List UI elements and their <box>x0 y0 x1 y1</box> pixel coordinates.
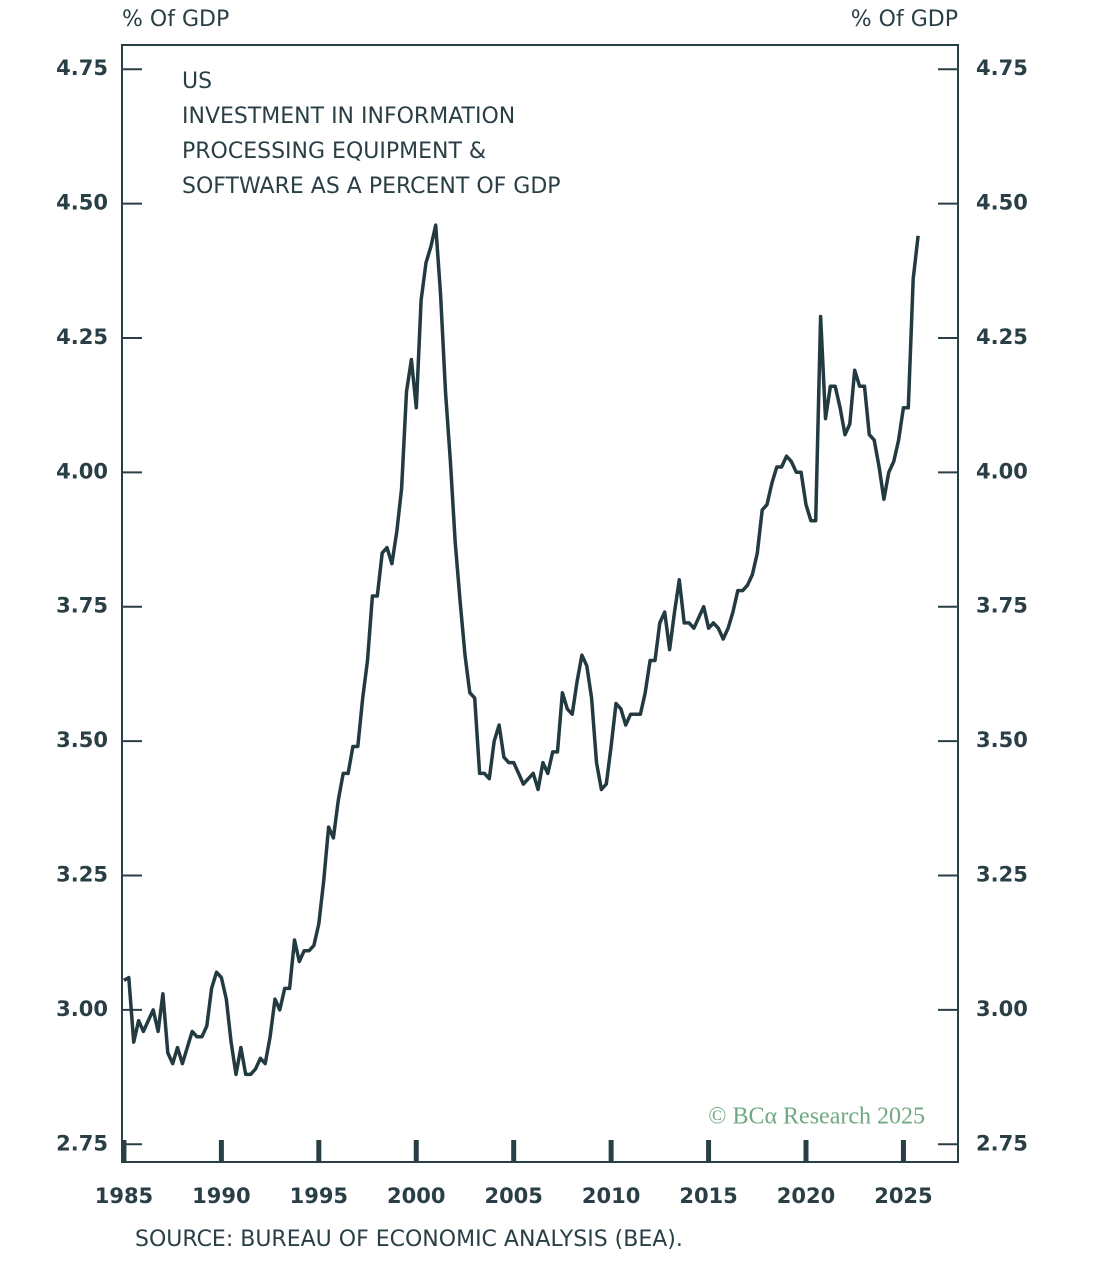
x-tick-label: 2000 <box>387 1184 445 1208</box>
x-tick-label: 2015 <box>679 1184 737 1208</box>
source: SOURCE: BUREAU OF ECONOMIC ANALYSIS (BEA… <box>135 1227 683 1252</box>
y2-tick-label: 3.75 <box>976 594 1028 618</box>
x-tick-label: 2005 <box>484 1184 542 1208</box>
y-tick-label: 4.25 <box>56 325 108 349</box>
chart-title: SOFTWARE AS A PERCENT OF GDP <box>182 174 561 199</box>
y-tick-label: 4.75 <box>56 56 108 80</box>
y-tick-label: 3.50 <box>56 728 108 752</box>
chart-title: US <box>182 69 212 94</box>
y-tick-label: 2.75 <box>56 1131 108 1155</box>
y-axis-label: % Of GDP <box>122 7 229 32</box>
y2-axis-label: % Of GDP <box>851 7 958 32</box>
y-tick-label: 4.00 <box>56 459 108 483</box>
data-line <box>123 223 920 1077</box>
x-tick-label: 2020 <box>777 1184 835 1208</box>
y-tick-label: 3.25 <box>56 862 108 886</box>
y2-tick-label: 4.00 <box>976 459 1028 483</box>
y2-tick-label: 3.25 <box>976 862 1028 886</box>
y2-tick-label: 4.75 <box>976 56 1028 80</box>
x-tick-label: 2010 <box>582 1184 640 1208</box>
x-tick-label: 1990 <box>192 1184 250 1208</box>
y2-tick-label: 4.25 <box>976 325 1028 349</box>
plot-frame <box>121 44 959 1163</box>
y-tick-label: 3.00 <box>56 997 108 1021</box>
chart-title: PROCESSING EQUIPMENT & <box>182 139 486 164</box>
y-tick-label: 3.75 <box>56 594 108 618</box>
y2-tick-label: 3.50 <box>976 728 1028 752</box>
chart-title: INVESTMENT IN INFORMATION <box>182 104 515 129</box>
x-tick-label: 1985 <box>95 1184 153 1208</box>
y2-tick-label: 4.50 <box>976 191 1028 215</box>
y2-tick-label: 3.00 <box>976 997 1028 1021</box>
y2-tick-label: 2.75 <box>976 1131 1028 1155</box>
y-tick-label: 4.50 <box>56 191 108 215</box>
x-tick-label: 2025 <box>874 1184 932 1208</box>
watermark: © BCα Research 2025 <box>708 1104 925 1130</box>
x-tick-label: 1995 <box>290 1184 348 1208</box>
